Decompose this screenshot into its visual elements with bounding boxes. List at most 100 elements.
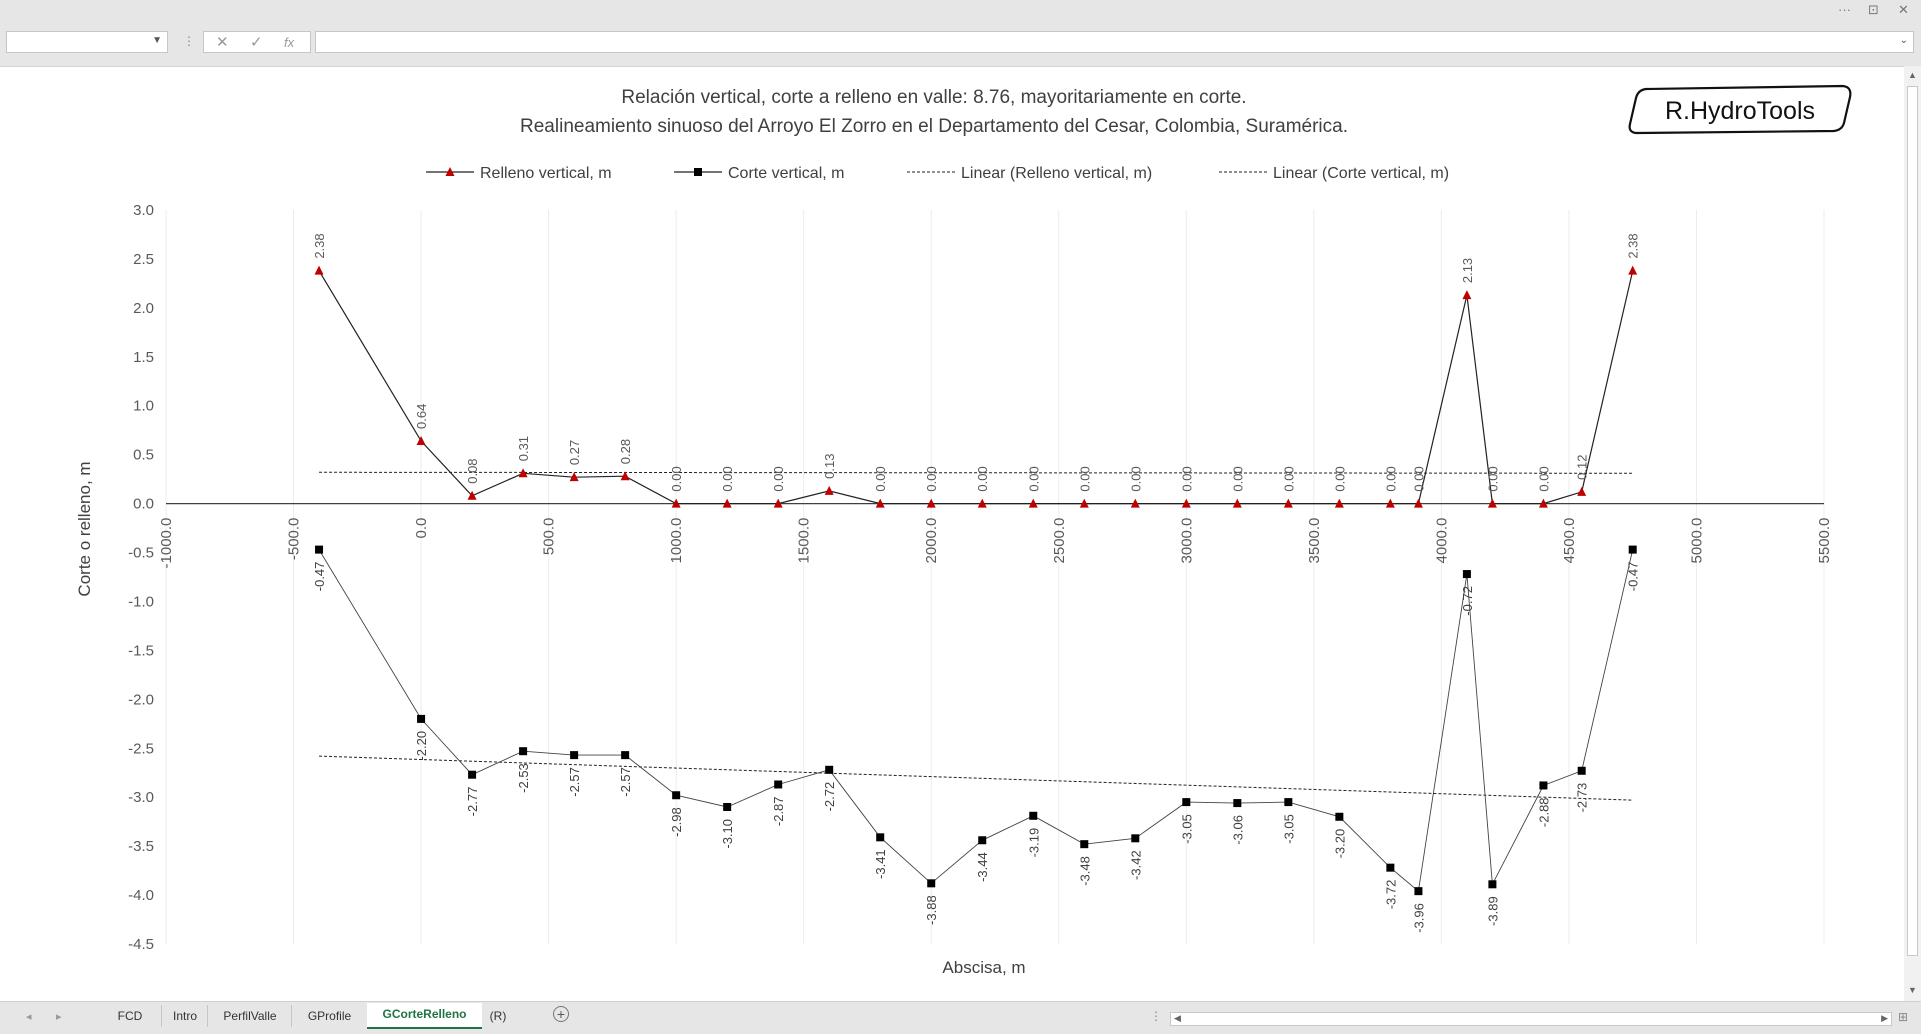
scroll-up-icon[interactable]: ▲ — [1908, 70, 1917, 80]
chart-axes: -1000.0 -500.0 0.0 500.0 1000.0 1500.0 2000.0 2… — [128, 202, 1833, 953]
title-bar: ··· ⊡ ✕ — [0, 0, 1921, 24]
data-point — [569, 472, 579, 482]
x-tick-label: -500.0 — [286, 518, 303, 561]
formula-controls: ✕ ✓ fx — [203, 31, 311, 53]
chart-title: Relación vertical, corte a relleno en va… — [621, 87, 1246, 108]
expand-formula-icon[interactable]: ⌄ — [1899, 35, 1908, 46]
vertical-scrollbar[interactable]: ▲ ▼ — [1904, 66, 1921, 1001]
data-point — [1538, 498, 1548, 508]
data-point — [1080, 840, 1089, 849]
legend-entry: Relleno vertical, m — [480, 165, 612, 182]
data-label: -2.57 — [618, 767, 633, 797]
data-point — [927, 879, 936, 888]
data-point — [926, 498, 936, 508]
y-tick-label: -4.5 — [128, 936, 154, 953]
sheet-tab-gprofile[interactable]: GProfile — [291, 1005, 367, 1027]
sheet-tab-gcorterelleno[interactable]: GCorteRelleno — [367, 1003, 482, 1029]
sheet-tab-r[interactable]: (R) — [489, 1009, 507, 1023]
data-point — [1462, 570, 1471, 579]
data-point — [1232, 498, 1242, 508]
add-sheet-button[interactable]: + — [553, 1006, 569, 1022]
data-label: -0.47 — [312, 562, 327, 592]
data-point — [1628, 545, 1637, 554]
chart-subtitle: Realineamiento sinuoso del Arroyo El Zor… — [520, 116, 1348, 137]
scroll-down-icon[interactable]: ▼ — [1908, 985, 1917, 995]
sheet-tab-perfilvalle[interactable]: PerfilValle — [207, 1005, 292, 1027]
y-tick-label: 2.0 — [133, 300, 154, 317]
data-label: -3.05 — [1179, 814, 1194, 844]
fx-icon[interactable]: fx — [284, 35, 295, 50]
y-tick-label: -2.0 — [128, 691, 154, 708]
data-label: 0.00 — [1383, 466, 1398, 491]
data-point — [978, 836, 987, 845]
legend-marker — [694, 168, 702, 176]
x-axis-label: Abscisa, m — [942, 958, 1025, 977]
trendline — [319, 755, 1633, 801]
data-label: 0.08 — [465, 458, 480, 483]
tab-prev-icon[interactable]: ◂ — [26, 1011, 32, 1023]
data-point — [570, 751, 579, 760]
chart-legend: Relleno vertical, m Corte vertical, m Line… — [426, 165, 1449, 182]
scroll-left-icon[interactable]: ◀ — [1174, 1013, 1181, 1023]
sheet-tab-intro[interactable]: Intro — [161, 1005, 208, 1027]
tab-next-icon[interactable]: ▸ — [56, 1011, 62, 1023]
data-point — [1079, 498, 1089, 508]
chart-area[interactable]: Relación vertical, corte a relleno en va… — [44, 67, 1856, 1000]
logo: R.HydroTools — [1628, 84, 1852, 135]
name-box[interactable]: ▼ — [6, 31, 168, 53]
grip-icon: ⋮ — [1150, 1009, 1162, 1023]
chevron-down-icon[interactable]: ▼ — [152, 35, 162, 46]
x-tick-label: 0.0 — [413, 518, 430, 539]
y-tick-label: -3.0 — [128, 789, 154, 806]
data-label: -3.89 — [1485, 896, 1500, 926]
cancel-icon[interactable]: ✕ — [216, 34, 229, 51]
data-label: -2.53 — [516, 763, 531, 793]
check-icon[interactable]: ✓ — [250, 34, 263, 51]
scroll-right-icon[interactable]: ▶ — [1881, 1013, 1888, 1023]
data-label: 0.00 — [1230, 466, 1245, 491]
vertical-scroll-thumb[interactable] — [1907, 86, 1918, 956]
x-tick-label: 5000.0 — [1688, 518, 1705, 564]
data-label: -2.88 — [1536, 797, 1551, 827]
data-point — [519, 747, 528, 756]
chart-svg: Relación vertical, corte a relleno en va… — [75, 84, 1852, 977]
data-label: 0.27 — [567, 440, 582, 465]
data-point — [1462, 290, 1472, 300]
restore-icon[interactable]: ⊡ — [1868, 2, 1879, 17]
data-point — [1284, 798, 1293, 807]
data-label: 0.00 — [720, 466, 735, 491]
formula-input[interactable]: ⌄ — [315, 31, 1914, 53]
data-label: 0.00 — [669, 466, 684, 491]
data-label: -2.98 — [669, 807, 684, 837]
data-label: -3.96 — [1411, 903, 1426, 933]
data-label: -2.87 — [771, 796, 786, 826]
horizontal-scrollbar[interactable]: ◀ ▶ — [1170, 1012, 1892, 1026]
sheet-tab-fcd[interactable]: FCD — [117, 1009, 143, 1023]
data-point — [315, 545, 324, 554]
logo-text: R.HydroTools — [1665, 97, 1815, 125]
data-label: -3.06 — [1230, 815, 1245, 845]
legend-marker — [445, 167, 455, 176]
data-label: 0.00 — [1485, 466, 1500, 491]
x-tick-label: 4500.0 — [1561, 518, 1578, 564]
data-point — [621, 751, 630, 760]
data-label: 0.00 — [1077, 466, 1092, 491]
data-label: -3.44 — [975, 852, 990, 882]
data-label: 0.00 — [975, 466, 990, 491]
data-point — [417, 714, 426, 723]
data-label: -2.57 — [567, 767, 582, 797]
legend-entry: Linear (Relleno vertical, m) — [961, 165, 1152, 182]
y-tick-label: 0.0 — [133, 496, 154, 513]
data-point — [468, 770, 477, 779]
data-label: 0.00 — [924, 466, 939, 491]
data-label: 0.00 — [1128, 466, 1143, 491]
close-icon[interactable]: ✕ — [1898, 2, 1909, 17]
y-tick-label: -1.0 — [128, 593, 154, 610]
data-label: -2.73 — [1575, 783, 1590, 813]
data-label: -3.42 — [1128, 850, 1143, 880]
more-options-icon[interactable]: ··· — [1838, 2, 1851, 17]
data-point — [1182, 798, 1191, 807]
data-point — [1130, 498, 1140, 508]
x-tick-label: 3500.0 — [1306, 518, 1323, 564]
y-tick-label: 0.5 — [133, 447, 154, 464]
